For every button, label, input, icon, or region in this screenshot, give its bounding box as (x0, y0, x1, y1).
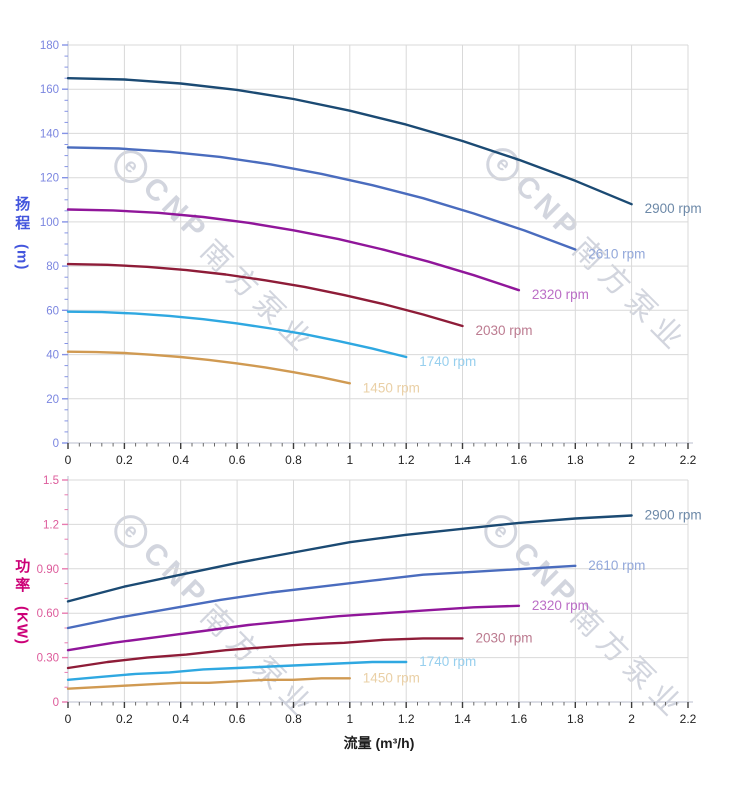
x-tick-label: 1 (346, 712, 353, 726)
head-axis-title-text: 扬程 (13, 196, 31, 234)
curve-1740rpm (66, 660, 408, 681)
y-tick-label: 140 (40, 128, 59, 140)
y-tick-label: 20 (46, 394, 59, 406)
x-tick-label: 0.8 (285, 453, 302, 467)
x-tick-label: 1.8 (567, 453, 584, 467)
x-tick-label: 0.4 (172, 712, 189, 726)
curve-2610rpm (66, 146, 577, 251)
curve-2900rpm (66, 76, 633, 206)
curve-label-2610rpm: 2610 rpm (588, 558, 645, 573)
curve-1450rpm (66, 677, 351, 690)
x-tick-label: 0.8 (285, 712, 302, 726)
y-tick-label: 120 (40, 173, 59, 185)
y-tick-label: 160 (40, 84, 59, 96)
x-tick-label: 0 (65, 712, 72, 726)
x-tick-label: 1.2 (398, 712, 415, 726)
curve-2320rpm (66, 604, 521, 652)
x-tick-label: 1.6 (511, 453, 528, 467)
curve-1450rpm (66, 350, 351, 385)
head-axis-unit: (m) (13, 244, 31, 271)
y-tick-label: 100 (40, 217, 59, 229)
y-tick-label: 1.5 (43, 475, 59, 487)
x-tick-label: 1.4 (454, 453, 471, 467)
curve-label-1740rpm: 1740 rpm (419, 354, 476, 369)
x-tick-label: 0.6 (229, 453, 246, 467)
y-tick-label: 180 (40, 40, 59, 52)
y-tick-label: 0.60 (37, 608, 59, 620)
curve-label-2030rpm: 2030 rpm (476, 323, 533, 338)
y-tick-label: 60 (46, 305, 59, 317)
y-tick-label: 80 (46, 261, 59, 273)
x-tick-label: 1 (346, 453, 353, 467)
curve-2320rpm (66, 208, 521, 292)
curve-label-2320rpm: 2320 rpm (532, 598, 589, 613)
y-tick-label: 0.30 (37, 653, 59, 665)
y-tick-label: 40 (46, 350, 59, 362)
x-tick-label: 2 (628, 712, 635, 726)
curve-label-2030rpm: 2030 rpm (476, 630, 533, 645)
flow-axis-title: 流量 (m³/h) (343, 735, 415, 751)
curve-label-1450rpm: 1450 rpm (363, 380, 420, 395)
x-tick-label: 1.2 (398, 453, 415, 467)
x-tick-label: 0.2 (116, 712, 133, 726)
x-tick-label: 0.2 (116, 453, 133, 467)
power-axis-title-text: 功率 (13, 558, 31, 596)
curve-2900rpm (66, 514, 633, 603)
curve-label-2900rpm: 2900 rpm (645, 508, 702, 523)
x-tick-label: 0.4 (172, 453, 189, 467)
curve-2610rpm (66, 564, 577, 630)
x-tick-label: 0.6 (229, 712, 246, 726)
power-axis-unit: (KW) (13, 606, 31, 645)
head-axis-title: 扬程 (m) (13, 196, 30, 270)
y-tick-label: 0.90 (37, 564, 59, 576)
curve-2030rpm (66, 637, 464, 670)
x-tick-label: 1.8 (567, 712, 584, 726)
y-tick-label: 0 (53, 438, 59, 450)
x-tick-label: 1.6 (511, 712, 528, 726)
y-tick-label: 1.2 (43, 519, 59, 531)
x-tick-label: 2 (628, 453, 635, 467)
x-tick-label: 2.2 (680, 453, 697, 467)
x-tick-label: 1.4 (454, 712, 471, 726)
curve-2030rpm (66, 262, 464, 328)
power-axis-title: 功率 (KW) (13, 558, 30, 645)
curve-label-2610rpm: 2610 rpm (588, 247, 645, 262)
curve-1740rpm (66, 310, 408, 359)
curve-label-1740rpm: 1740 rpm (419, 654, 476, 669)
y-tick-label: 0 (53, 697, 59, 709)
curve-label-2320rpm: 2320 rpm (532, 287, 589, 302)
x-tick-label: 0 (65, 453, 72, 467)
curve-label-1450rpm: 1450 rpm (363, 670, 420, 685)
curve-label-2900rpm: 2900 rpm (645, 201, 702, 216)
x-tick-label: 2.2 (680, 712, 697, 726)
